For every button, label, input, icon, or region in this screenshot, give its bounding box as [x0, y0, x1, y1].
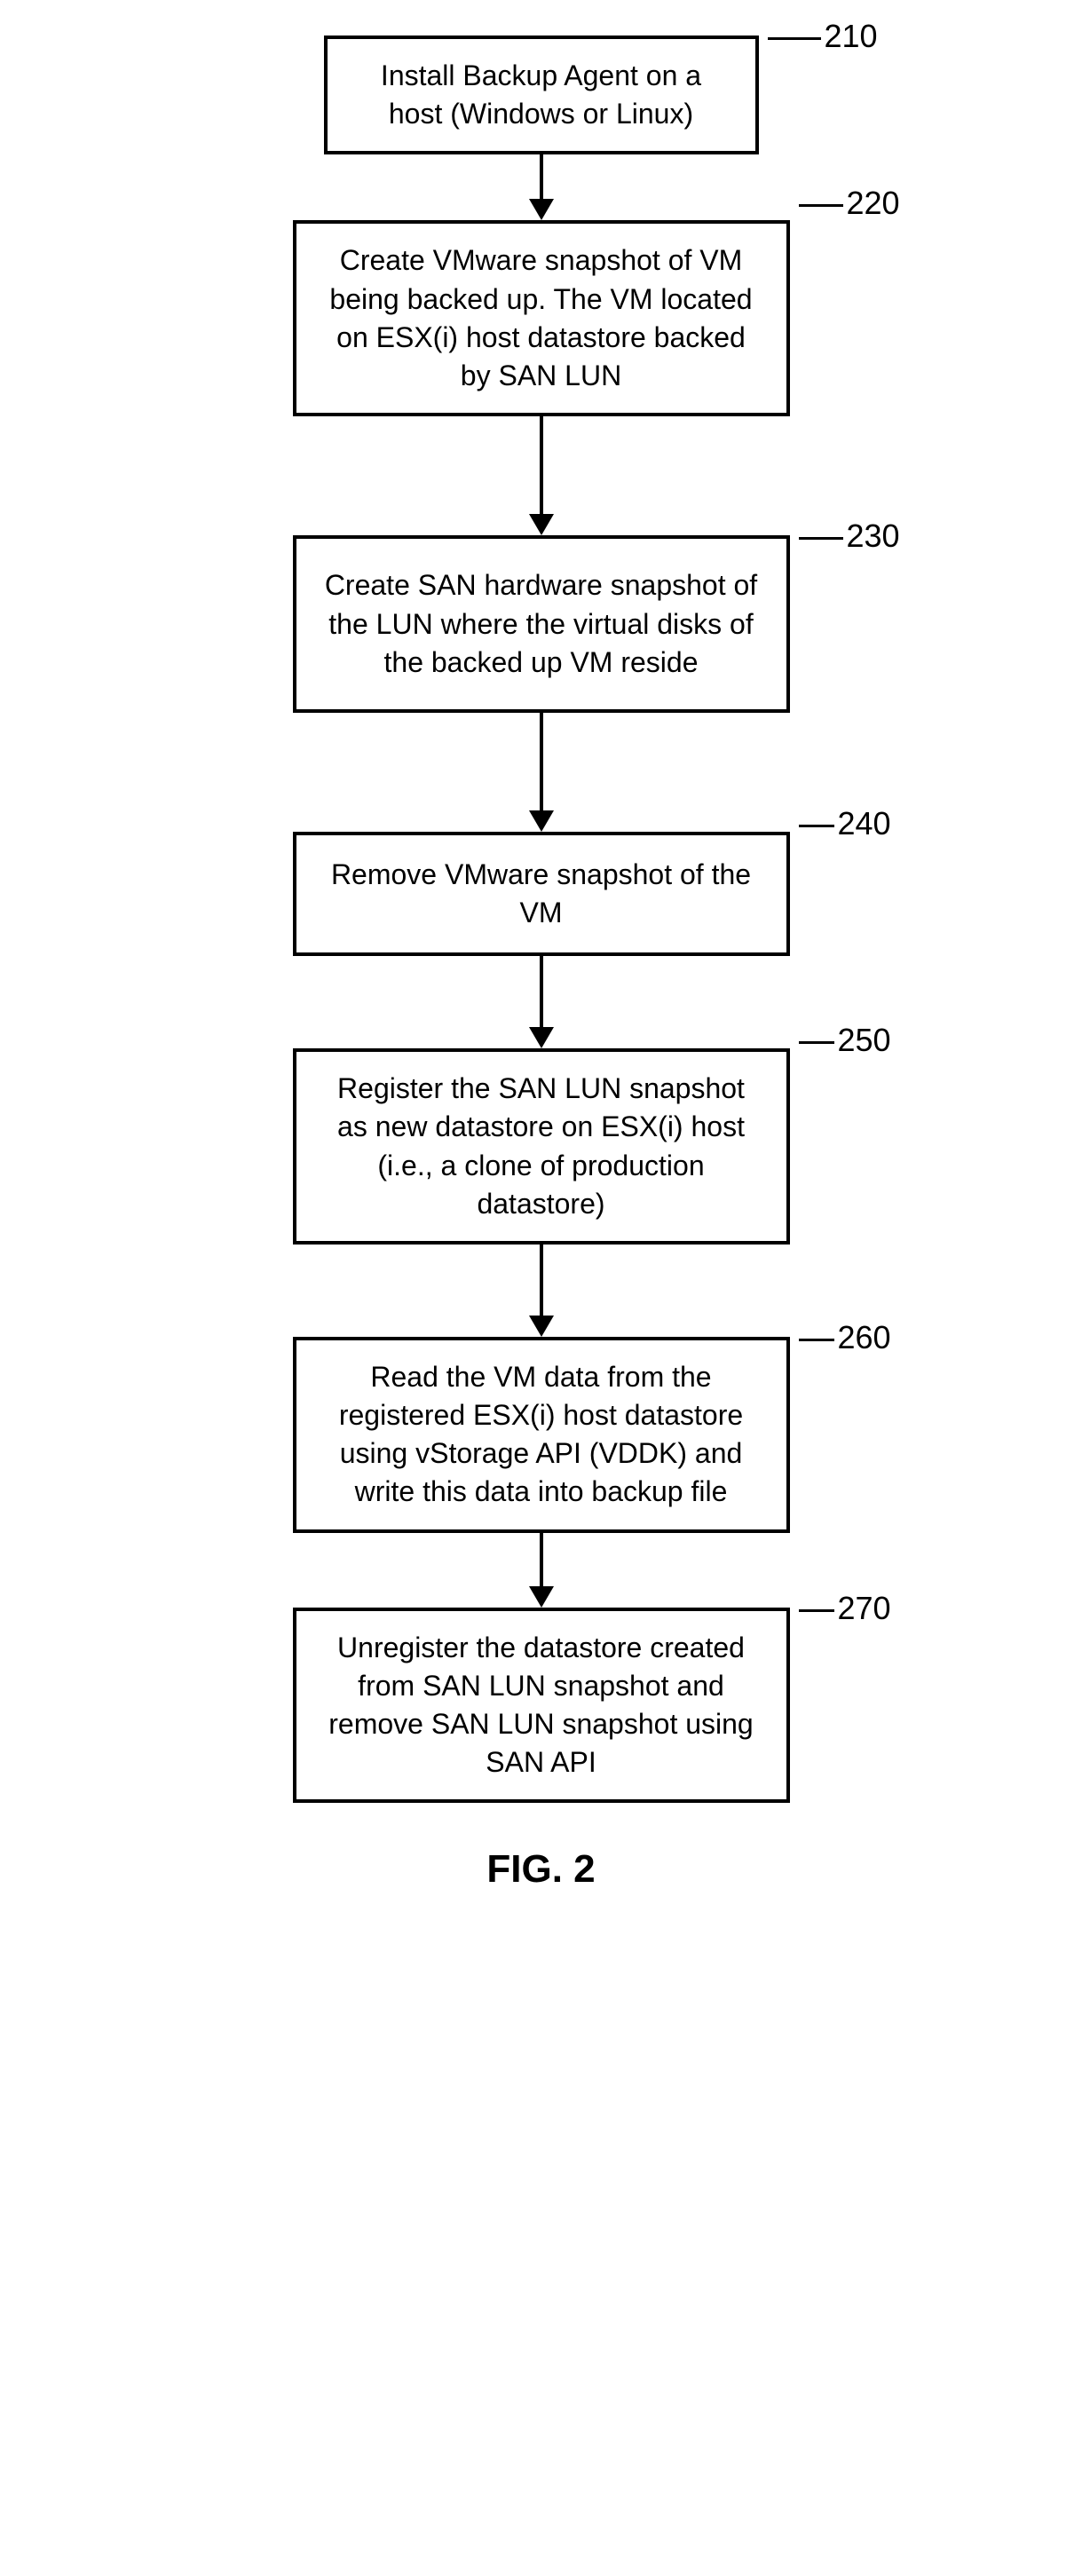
arrow-line — [540, 956, 543, 1027]
label-connector-line — [799, 1041, 834, 1044]
step-label-text: 270 — [838, 1590, 891, 1626]
flowchart-container: Install Backup Agent on a host (Windows … — [18, 36, 1064, 1803]
arrow-head-icon — [529, 1586, 554, 1608]
flowchart-box: Unregister the datastore created from SA… — [293, 1608, 790, 1804]
flowchart-box: Create SAN hardware snapshot of the LUN … — [293, 535, 790, 713]
step-row: Create VMware snapshot of VM being backe… — [18, 220, 1064, 416]
step-label: 210 — [768, 18, 878, 55]
step-label: 230 — [799, 518, 900, 555]
flowchart-step: Install Backup Agent on a host (Windows … — [18, 36, 1064, 220]
step-label-text: 220 — [847, 185, 900, 221]
step-row: Install Backup Agent on a host (Windows … — [18, 36, 1064, 154]
step-label: 260 — [799, 1319, 891, 1356]
step-label-text: 230 — [847, 518, 900, 554]
label-connector-line — [799, 1609, 834, 1612]
arrow-head-icon — [529, 199, 554, 220]
label-connector-line — [799, 204, 843, 207]
arrow-head-icon — [529, 810, 554, 832]
step-label: 220 — [799, 185, 900, 222]
arrow-down-icon — [529, 956, 554, 1048]
arrow-head-icon — [529, 1316, 554, 1337]
flowchart-box: Remove VMware snapshot of the VM — [293, 832, 790, 956]
arrow-head-icon — [529, 1027, 554, 1048]
arrow-down-icon — [529, 416, 554, 535]
flowchart-step: Remove VMware snapshot of the VM240 — [18, 832, 1064, 1048]
arrow-line — [540, 713, 543, 810]
step-label: 270 — [799, 1590, 891, 1627]
arrow-line — [540, 416, 543, 514]
label-connector-line — [799, 537, 843, 540]
label-connector-line — [768, 37, 821, 40]
step-row: Remove VMware snapshot of the VM240 — [18, 832, 1064, 956]
arrow-down-icon — [529, 154, 554, 220]
step-label-text: 240 — [838, 805, 891, 842]
flowchart-step: Register the SAN LUN snapshot as new dat… — [18, 1048, 1064, 1337]
flowchart-step: Create SAN hardware snapshot of the LUN … — [18, 535, 1064, 832]
step-label: 250 — [799, 1022, 891, 1059]
arrow-down-icon — [529, 1533, 554, 1608]
arrow-line — [540, 154, 543, 199]
flowchart-box: Create VMware snapshot of VM being backe… — [293, 220, 790, 416]
step-row: Create SAN hardware snapshot of the LUN … — [18, 535, 1064, 713]
arrow-down-icon — [529, 1245, 554, 1337]
step-label-text: 260 — [838, 1319, 891, 1355]
step-row: Unregister the datastore created from SA… — [18, 1608, 1064, 1804]
flowchart-step: Create VMware snapshot of VM being backe… — [18, 220, 1064, 535]
label-connector-line — [799, 1339, 834, 1341]
label-connector-line — [799, 825, 834, 827]
step-label-text: 210 — [825, 18, 878, 54]
flowchart-step: Unregister the datastore created from SA… — [18, 1608, 1064, 1804]
step-row: Register the SAN LUN snapshot as new dat… — [18, 1048, 1064, 1245]
step-label: 240 — [799, 805, 891, 842]
arrow-line — [540, 1245, 543, 1316]
flowchart-box: Read the VM data from the registered ESX… — [293, 1337, 790, 1533]
flowchart-box: Register the SAN LUN snapshot as new dat… — [293, 1048, 790, 1245]
arrow-down-icon — [529, 713, 554, 832]
flowchart-step: Read the VM data from the registered ESX… — [18, 1337, 1064, 1608]
arrow-head-icon — [529, 514, 554, 535]
flowchart-box: Install Backup Agent on a host (Windows … — [324, 36, 759, 154]
figure-caption: FIG. 2 — [18, 1847, 1064, 1892]
arrow-line — [540, 1533, 543, 1586]
step-label-text: 250 — [838, 1022, 891, 1058]
step-row: Read the VM data from the registered ESX… — [18, 1337, 1064, 1533]
